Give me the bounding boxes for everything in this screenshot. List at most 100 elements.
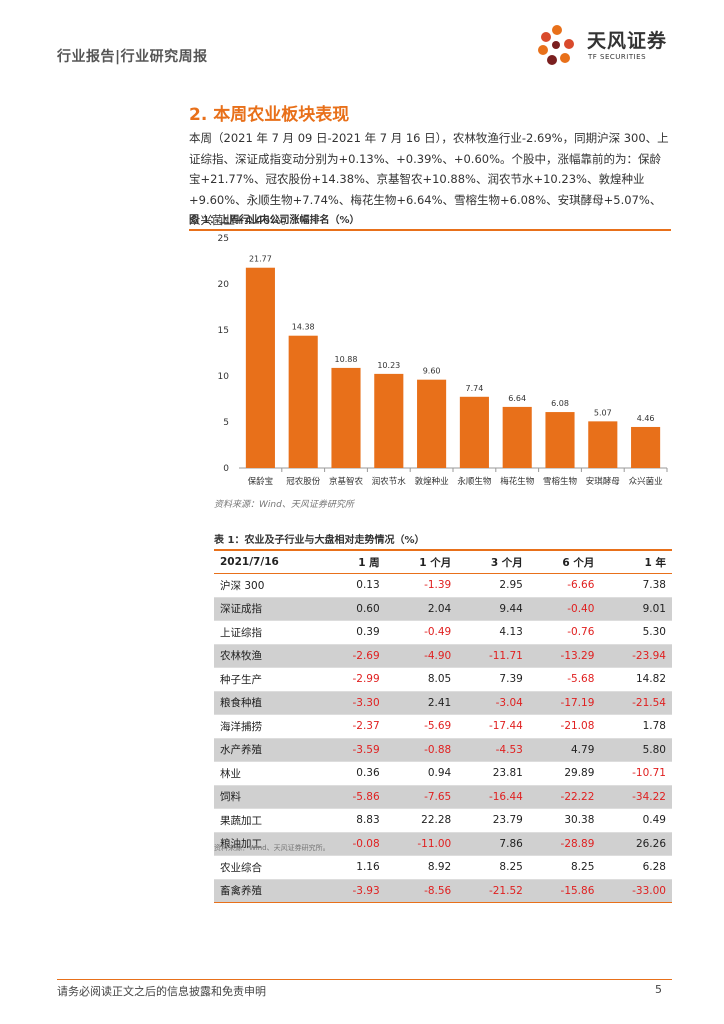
logo-name-en: TF SECURITIES — [588, 53, 647, 61]
summary-paragraph: 本周（2021 年 7 月 09 日-2021 年 7 月 16 日），农林牧渔… — [189, 131, 669, 227]
table-row-label: 农业综合 — [214, 855, 325, 880]
table-row-label: 种子生产 — [214, 667, 325, 692]
bar — [331, 367, 361, 468]
bar — [417, 379, 447, 468]
table-header-cell: 2021/7/16 — [214, 549, 325, 574]
table-cell: 4.79 — [528, 738, 601, 762]
y-tick-label: 10 — [218, 372, 230, 382]
table-cell: -0.76 — [528, 620, 601, 645]
table-cell: -3.04 — [457, 691, 529, 715]
table-cell: 0.39 — [324, 620, 386, 645]
table-cell: -17.44 — [457, 714, 529, 739]
footer-disclaimer: 请务必阅读正文之后的信息披露和免责申明 — [57, 985, 266, 998]
table-cell: -16.44 — [457, 785, 529, 809]
table-row: 海洋捕捞 -2.37 -5.69 -17.44 -21.08 1.78 — [214, 714, 672, 739]
table-cell: -1.39 — [385, 573, 458, 598]
table-cell: 22.28 — [385, 808, 458, 833]
flower-logo-icon — [538, 25, 574, 65]
bar-value-label: 14.38 — [292, 323, 315, 332]
table-row-label: 粮油加工 — [214, 832, 325, 856]
table-cell: -0.40 — [528, 597, 601, 621]
table-cell: 5.30 — [600, 620, 672, 645]
table-row: 林业 0.36 0.94 23.81 29.89 -10.71 — [214, 761, 672, 786]
company-logo: 天风证券 TF SECURITIES — [535, 22, 675, 68]
x-category-label: 众兴菌业 — [629, 476, 663, 487]
bar-value-label: 6.64 — [508, 394, 526, 403]
table-cell: -13.29 — [528, 644, 601, 668]
table-row: 农业综合 1.16 8.92 8.25 8.25 6.28 — [214, 855, 672, 880]
table-row-label: 果蔬加工 — [214, 808, 325, 833]
x-category-label: 京基智农 — [329, 476, 364, 487]
table-cell: 7.38 — [600, 573, 672, 598]
figure-source: 资料来源：Wind、天风证券研究所 — [214, 500, 354, 510]
section-title: 2. 本周农业板块表现 — [189, 105, 350, 125]
table-cell: 8.92 — [385, 855, 458, 880]
bar — [245, 267, 275, 468]
table-cell: 7.86 — [457, 832, 529, 856]
table-cell: -34.22 — [600, 785, 672, 809]
bar — [502, 406, 532, 468]
bar-value-label: 21.77 — [249, 255, 272, 264]
table-row-label: 沪深 300 — [214, 573, 325, 598]
table-header-cell: 3 个月 — [457, 549, 529, 574]
table-cell: 6.28 — [600, 855, 672, 880]
table-row: 上证综指 0.39 -0.49 4.13 -0.76 5.30 — [214, 620, 672, 645]
table-cell: -2.37 — [324, 714, 386, 739]
table-cell: 30.38 — [528, 808, 601, 833]
table-cell: 0.94 — [385, 761, 458, 786]
table-cell: -6.66 — [528, 573, 601, 598]
table-cell: 26.26 — [600, 832, 672, 856]
table-cell: -21.54 — [600, 691, 672, 715]
x-category-label: 永顺生物 — [457, 476, 492, 487]
bar — [588, 421, 618, 468]
bar — [374, 373, 404, 468]
table-row: 饲料 -5.86 -7.65 -16.44 -22.22 -34.22 — [214, 785, 672, 809]
y-tick-label: 20 — [218, 280, 230, 290]
bar-value-label: 4.46 — [637, 414, 655, 423]
table-cell: -4.53 — [457, 738, 529, 762]
x-category-label: 润农节水 — [372, 476, 407, 487]
table-cell: 0.60 — [324, 597, 386, 621]
table-cell: 2.04 — [385, 597, 458, 621]
table-header-cell: 1 年 — [600, 549, 672, 574]
table-cell: 29.89 — [528, 761, 601, 786]
bar-value-label: 7.74 — [465, 384, 483, 393]
table-cell: 9.44 — [457, 597, 529, 621]
table-row: 畜禽养殖 -3.93 -8.56 -21.52 -15.86 -33.00 — [214, 879, 672, 903]
bar — [459, 396, 489, 468]
table-row: 深证成指 0.60 2.04 9.44 -0.40 9.01 — [214, 597, 672, 621]
bar-value-label: 10.23 — [377, 361, 400, 370]
table-cell: 7.39 — [457, 667, 529, 692]
table-cell: -15.86 — [528, 879, 601, 903]
bar — [631, 426, 661, 468]
table-row-label: 上证综指 — [214, 620, 325, 645]
table-cell: -23.94 — [600, 644, 672, 668]
table-cell: -0.08 — [324, 832, 386, 856]
x-category-label: 安琪酵母 — [586, 476, 620, 487]
table-cell: -5.86 — [324, 785, 386, 809]
logo-name-cn: 天风证券 — [587, 30, 668, 52]
table-cell: 0.49 — [600, 808, 672, 833]
table-cell: 1.78 — [600, 714, 672, 739]
y-tick-label: 0 — [223, 464, 229, 474]
x-category-label: 保龄宝 — [248, 476, 274, 487]
table-cell: 1.16 — [324, 855, 386, 880]
table-cell: 0.13 — [324, 573, 386, 598]
y-tick-label: 5 — [223, 418, 229, 428]
table-cell: -7.65 — [385, 785, 458, 809]
table-cell: -28.89 — [528, 832, 601, 856]
table-header-cell: 6 个月 — [528, 549, 601, 574]
table-cell: 5.80 — [600, 738, 672, 762]
table-source: 资料来源：Wind、天风证券研究所。 — [214, 844, 330, 852]
table-cell: 23.79 — [457, 808, 529, 833]
bar-value-label: 5.07 — [594, 408, 612, 417]
table-row: 水产养殖 -3.59 -0.88 -4.53 4.79 5.80 — [214, 738, 672, 762]
table-cell: 8.25 — [457, 855, 529, 880]
report-header-title: 行业报告|行业研究周报 — [57, 49, 208, 65]
y-tick-label: 15 — [218, 326, 229, 336]
table-row-label: 水产养殖 — [214, 738, 325, 762]
table-cell: 4.13 — [457, 620, 529, 645]
table-row-label: 深证成指 — [214, 597, 325, 621]
page-number: 5 — [655, 983, 662, 996]
